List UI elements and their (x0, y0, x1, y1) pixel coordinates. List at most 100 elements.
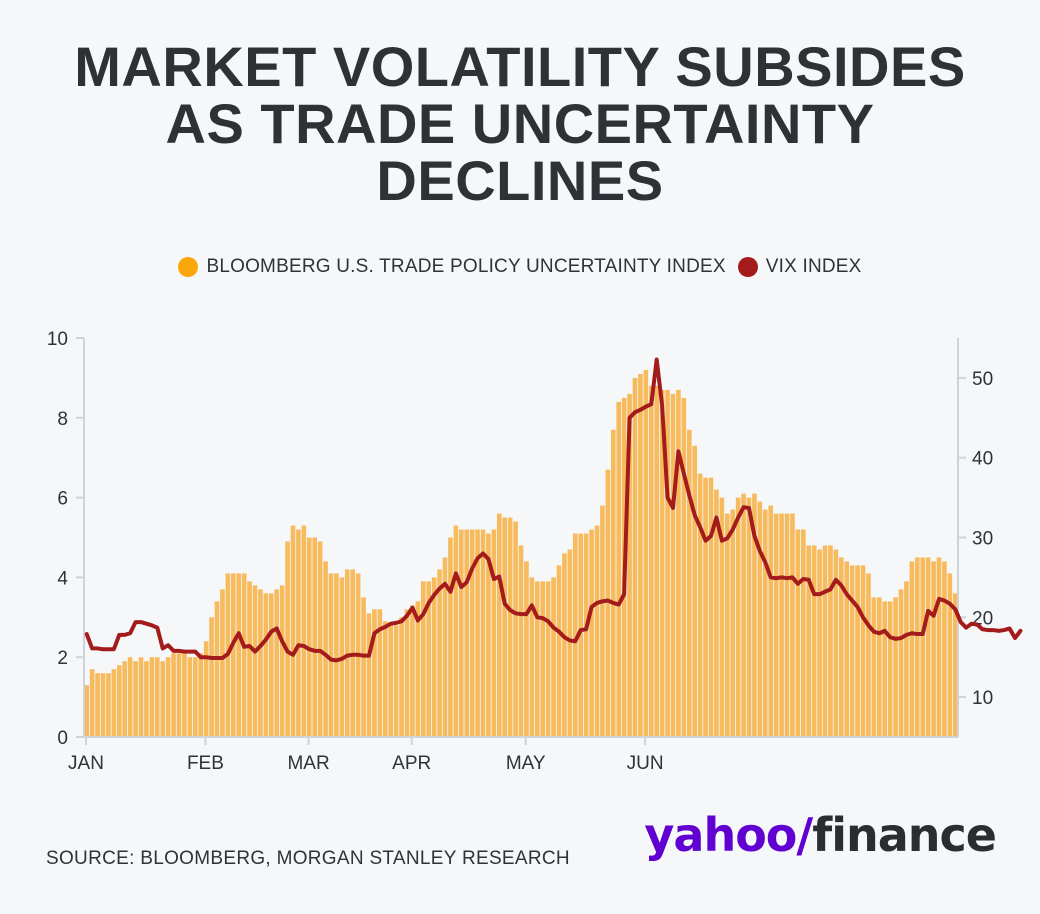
legend-dot-trade-policy (178, 257, 199, 277)
bar-trade-policy (790, 513, 795, 737)
bar-trade-policy (871, 597, 877, 737)
y-left-tick-label: 6 (57, 489, 68, 510)
bar-trade-policy (491, 529, 497, 737)
bar-trade-policy (133, 661, 138, 737)
y-left-tick-label: 8 (57, 409, 68, 430)
bar-trade-policy (453, 525, 459, 737)
bar-trade-policy (279, 585, 285, 737)
bar-trade-policy (122, 661, 128, 737)
bar-trade-policy (540, 581, 546, 737)
bar-trade-policy (486, 533, 491, 737)
bar-trade-policy (893, 597, 898, 737)
bar-trade-policy (209, 617, 214, 737)
bar-trade-policy (762, 509, 768, 737)
x-tick-label: JAN (68, 753, 104, 774)
bar-trade-policy (849, 565, 855, 737)
bar-trade-policy (556, 565, 562, 737)
bar-trade-policy (768, 505, 774, 737)
bar-trade-policy (513, 521, 518, 737)
bar-trade-policy (382, 621, 388, 737)
title-line-1: MARKET VOLATILITY SUBSIDES (74, 35, 966, 98)
bar-trade-policy (187, 657, 193, 737)
bar-trade-policy (610, 429, 616, 737)
bar-trade-policy (366, 613, 372, 737)
bar-trade-policy (887, 601, 893, 737)
bar-trade-policy (377, 609, 383, 737)
bar-trade-policy (833, 549, 839, 737)
bar-trade-policy (697, 473, 703, 737)
y-right-tick-label: 40 (972, 449, 993, 470)
bar-trade-policy (192, 657, 198, 737)
bar-trade-policy (882, 601, 888, 737)
bar-trade-policy (773, 513, 779, 737)
bar-trade-policy (144, 661, 149, 737)
bar-trade-policy (779, 513, 784, 737)
bar-trade-policy (317, 541, 323, 737)
x-tick-label: FEB (187, 753, 224, 774)
bar-trade-policy (285, 541, 290, 737)
bar-trade-policy (909, 561, 915, 737)
bar-trade-policy (296, 529, 301, 737)
bar-trade-policy (746, 497, 752, 737)
bar-trade-policy (811, 545, 817, 737)
bar-trade-policy (274, 589, 280, 737)
bar-trade-policy (410, 605, 415, 737)
bar-trade-policy (89, 669, 95, 737)
bar-trade-policy (312, 537, 318, 737)
legend-item-trade-policy: BLOOMBERG U.S. TRADE POLICY UNCERTAINTY … (178, 256, 726, 278)
bar-trade-policy (496, 513, 502, 737)
bar-trade-policy (838, 557, 844, 737)
bar-trade-policy (860, 565, 866, 737)
bar-trade-policy (654, 385, 660, 737)
bar-trade-policy (730, 509, 736, 737)
bar-trade-policy (719, 497, 725, 737)
bar-trade-policy (399, 617, 404, 737)
y-right-tick-label: 50 (972, 369, 993, 390)
bar-trade-policy (263, 593, 269, 737)
bar-trade-policy (475, 529, 480, 737)
bar-trade-policy (670, 393, 676, 737)
bar-trade-policy (334, 573, 339, 737)
bar-trade-policy (372, 609, 377, 737)
bar-trade-policy (665, 389, 670, 737)
y-left-tick-label: 0 (57, 728, 68, 749)
bar-trade-policy (344, 569, 350, 737)
legend-dot-vix (737, 257, 758, 277)
bar-trade-policy (426, 581, 432, 737)
x-tick-label: MAY (506, 753, 546, 774)
bar-trade-policy (154, 657, 160, 737)
bar-trade-policy (952, 593, 958, 737)
bar-trade-policy (914, 557, 920, 737)
bar-trade-policy (817, 549, 822, 737)
bar-trade-policy (866, 573, 871, 737)
x-tick-label: MAR (287, 753, 329, 774)
bar-trade-policy (241, 573, 247, 737)
bar-trade-policy (106, 673, 111, 737)
bar-trade-policy (572, 533, 578, 737)
bar-trade-policy (182, 653, 187, 737)
bar-trade-policy (214, 601, 220, 737)
bar-trade-policy (252, 585, 258, 737)
bar-trade-policy (388, 625, 394, 737)
bar-trade-policy (600, 505, 605, 737)
y-left-tick-label: 4 (57, 568, 68, 589)
bar-trade-policy (534, 581, 540, 737)
bar-trade-policy (583, 533, 589, 737)
bar-trade-policy (247, 581, 252, 737)
y-left-tick-label: 2 (57, 648, 68, 669)
bar-trade-policy (627, 393, 632, 737)
bar-trade-policy (301, 525, 307, 737)
bar-trade-policy (551, 577, 556, 737)
x-tick-label: JUN (627, 753, 664, 774)
bar-trade-policy (116, 665, 122, 737)
bar-trade-policy (936, 557, 942, 737)
bar-trade-policy (589, 529, 594, 737)
line-vix (84, 357, 1023, 663)
bar-trade-policy (529, 577, 535, 737)
bar-trade-policy (686, 429, 692, 737)
yahoo-finance-logo: yahoo/ finance (644, 808, 997, 862)
bar-trade-policy (942, 561, 947, 737)
bar-trade-policy (708, 477, 714, 737)
bar-trade-policy (448, 537, 453, 737)
